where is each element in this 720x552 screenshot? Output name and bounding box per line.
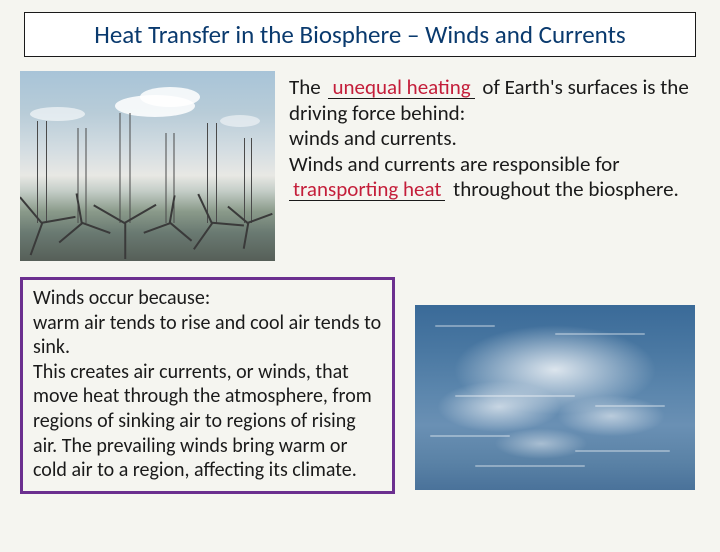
row-2: Winds occur because: warm air tends to r… — [20, 277, 700, 494]
text-responsible: Winds and currents are responsible for — [289, 151, 620, 177]
text-post-blank2: throughout the biosphere. — [448, 176, 678, 202]
blank-unequal-heating: unequal heating — [328, 77, 474, 99]
ocean-waves-image — [415, 305, 695, 490]
box-body: warm air tends to rise and cool air tend… — [33, 311, 381, 360]
blank-transporting-heat: transporting heat — [289, 179, 445, 201]
title-banner: Heat Transfer in the Biosphere – Winds a… — [24, 12, 696, 57]
box-rest: This creates air currents, or winds, tha… — [33, 360, 372, 482]
row-1: The unequal heating of Earth's surfaces … — [20, 71, 700, 261]
text-winds-line: winds and currents. — [289, 125, 457, 151]
box-lead: Winds occur because: — [33, 286, 210, 310]
intro-paragraph: The unequal heating of Earth's surfaces … — [289, 71, 700, 261]
page-title: Heat Transfer in the Biosphere – Winds a… — [94, 19, 625, 50]
text-pre-blank1: The — [289, 74, 325, 100]
wind-turbines-image — [20, 71, 275, 261]
winds-explanation-box: Winds occur because: warm air tends to r… — [20, 277, 395, 494]
